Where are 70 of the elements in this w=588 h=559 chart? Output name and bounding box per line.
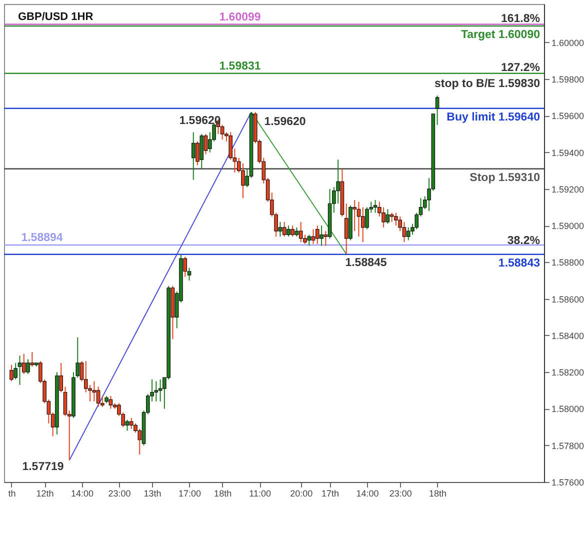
candlestick [298, 221, 303, 243]
y-tick-label: 1.58400 [552, 330, 584, 341]
y-tick-label: 1.57600 [552, 478, 584, 488]
x-tick-label: 20:00 [290, 488, 313, 498]
candlestick [307, 234, 312, 246]
candlestick [435, 95, 440, 126]
y-tick-label: 1.59600 [552, 111, 584, 122]
x-tick-label: 11:00 [249, 488, 271, 498]
x-tick-label: 12th [36, 488, 54, 498]
candlestick [316, 225, 320, 244]
x-tick-label: 23:00 [389, 488, 412, 498]
candlestick [10, 364, 14, 382]
candlestick [22, 353, 26, 374]
x-tick-label: 17th [322, 488, 340, 498]
candlestick [402, 221, 406, 243]
ref-line-label: 1.58894 [21, 232, 64, 244]
y-tick-label: 1.59000 [552, 221, 584, 232]
x-tick-label: 13th [144, 488, 162, 498]
x-tick-label: th [8, 488, 16, 498]
annotation: 1.59620 [264, 116, 306, 128]
candlestick [344, 203, 348, 254]
x-tick-label: 23:00 [108, 488, 131, 498]
annotation: 1.59620 [179, 115, 221, 127]
ref-line-label: 1.59831 [219, 60, 262, 72]
y-tick-label: 1.59200 [552, 184, 584, 194]
candlestick [108, 395, 113, 410]
y-tick-label: 1.57800 [552, 440, 584, 451]
candlestick [220, 124, 224, 140]
x-tick-label: 17:00 [178, 488, 202, 498]
candlestick [290, 225, 295, 238]
candlestick [282, 221, 286, 238]
candlestick [390, 212, 394, 222]
candlestick [96, 386, 100, 408]
y-tick-label: 1.58800 [552, 258, 584, 268]
annotation: 1.58845 [345, 257, 388, 269]
candlestick [26, 358, 30, 374]
y-tick-label: 1.58200 [552, 368, 584, 378]
y-tick-label: 1.58000 [552, 404, 584, 414]
ref-line-label: 1.60099 [219, 11, 261, 24]
ref-line-label: Stop 1.59310 [470, 172, 540, 184]
candlestick [356, 201, 361, 238]
annotation: stop to B/E 1.59830 [434, 78, 540, 90]
y-tick-label: 1.59400 [552, 148, 584, 158]
candlestick [158, 378, 162, 402]
candlestick [18, 355, 22, 386]
candlestick [386, 208, 390, 224]
candlestick [200, 134, 204, 170]
candlestick [154, 380, 158, 402]
candlestick [406, 226, 410, 241]
y-tick-label: 1.60000 [552, 38, 584, 48]
x-tick-label: 18th [214, 488, 232, 498]
y-tick-label: 1.58600 [552, 294, 584, 304]
candlestick [129, 417, 134, 430]
text: GBP/USD 1HR [18, 11, 94, 23]
ref-line-label: Target 1.60090 [460, 28, 540, 41]
candlestick [286, 225, 290, 238]
annotation: 161.8% [500, 13, 540, 25]
x-tick-label: 14:00 [70, 488, 94, 498]
candlestick [191, 132, 196, 180]
candlestick [92, 380, 96, 402]
candlestick [320, 225, 324, 246]
ref-line-label: Buy limit 1.59640 [446, 111, 540, 124]
ref-line-label: 1.58843 [498, 257, 540, 270]
annotation: 1.57719 [22, 461, 64, 473]
x-tick-label: 14:00 [356, 488, 379, 498]
annotation: 127.2% [500, 62, 540, 74]
y-tick-label: 1.59800 [552, 74, 584, 85]
annotation: 38.2% [507, 235, 540, 247]
candlestick [373, 199, 378, 214]
x-tick-label: 18th [429, 488, 447, 498]
